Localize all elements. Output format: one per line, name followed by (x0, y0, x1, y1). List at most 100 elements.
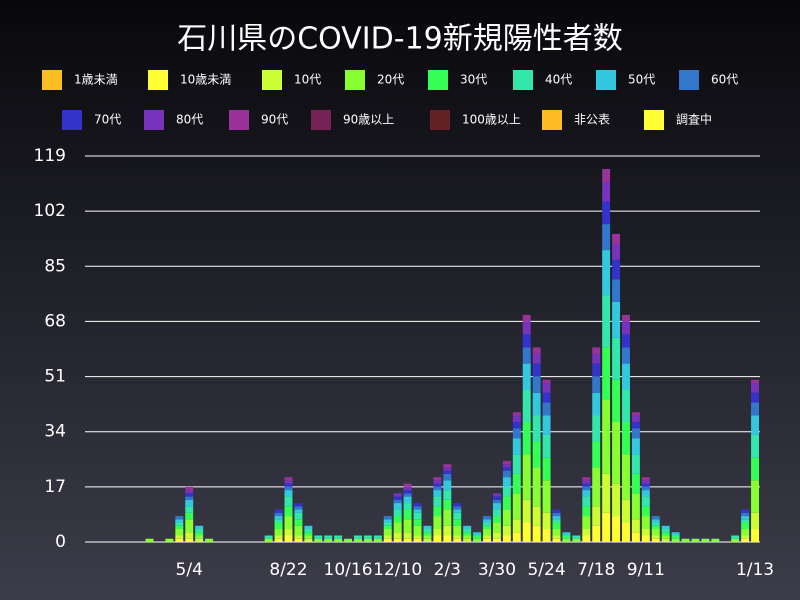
bar-segment (304, 535, 313, 539)
bar-segment (463, 532, 472, 536)
bar-segment (741, 522, 750, 530)
bar-segment (284, 483, 293, 487)
bar-segment (185, 512, 194, 520)
bar-segment (393, 503, 402, 510)
bar-segment (731, 538, 740, 542)
bar-segment (582, 483, 591, 487)
bar-segment (602, 295, 611, 348)
bar-segment (443, 473, 452, 481)
bar-segment (403, 519, 412, 533)
bar-segment (274, 535, 283, 539)
bar-segment (473, 538, 482, 542)
bar-segment (502, 467, 511, 471)
bar-segment (483, 538, 491, 542)
bar-segment (314, 535, 323, 539)
bar-segment (185, 538, 194, 542)
bar-segment (542, 434, 551, 458)
bar-segment (314, 538, 323, 542)
legend-label: 90代 (261, 113, 288, 127)
bar-segment (512, 493, 521, 520)
legend-swatch (42, 70, 62, 90)
bar-segment (274, 522, 283, 530)
bar-segment (185, 493, 194, 497)
legend-swatch (345, 70, 365, 90)
bar-segment (403, 503, 412, 510)
bar-segment (751, 402, 760, 416)
bar-segment (483, 522, 491, 526)
bar-segment (741, 535, 750, 539)
bar-segment (294, 519, 303, 526)
legend-swatch (311, 110, 331, 130)
bar-segment (612, 243, 621, 260)
bar-segment (741, 509, 750, 513)
bar-segment (641, 496, 650, 507)
bar-segment (502, 509, 511, 526)
bar-segment (195, 535, 204, 539)
bar-segment (582, 529, 591, 536)
bar-segment (512, 519, 521, 533)
bar-segment (403, 509, 412, 520)
bar-segment (602, 224, 611, 251)
bar-segment (284, 516, 293, 530)
bar-segment (403, 532, 412, 539)
legend-swatch (596, 70, 616, 90)
bar-segment (393, 532, 402, 539)
bar-segment (304, 538, 313, 542)
y-tick-label: 51 (44, 367, 66, 387)
bar-segment (592, 506, 601, 526)
y-tick-label: 0 (55, 532, 66, 552)
bar-segment (512, 438, 521, 455)
bar-segment (612, 421, 621, 484)
legend-label: 70代 (94, 113, 121, 127)
bar-segment (622, 363, 630, 390)
legend-label: 30代 (460, 73, 487, 87)
bar-segment (641, 480, 650, 484)
bar-segment (433, 490, 442, 497)
bar-segment (483, 516, 491, 520)
bar-segment (354, 535, 362, 539)
bar-segment (631, 519, 640, 533)
bar-segment (433, 480, 442, 484)
x-tick-label: 12/10 (373, 560, 422, 580)
bar-segment (612, 279, 621, 302)
bar-segment (453, 503, 462, 507)
bar-segment (413, 512, 422, 520)
bar-segment (324, 535, 333, 539)
bar-segment (631, 473, 640, 494)
bar-segment (651, 519, 660, 523)
bar-segment (552, 522, 561, 530)
legend-label: 40代 (545, 73, 572, 87)
bar-segment (532, 467, 541, 507)
bar-segment (612, 233, 621, 244)
bar-segment (512, 421, 521, 429)
x-tick-label: 8/22 (269, 560, 307, 580)
bar-segment (542, 402, 551, 416)
bar-segment (453, 509, 462, 513)
bar-segment (324, 538, 333, 542)
bar-segment (304, 532, 313, 536)
bar-segment (751, 379, 760, 384)
bar-segment (294, 509, 303, 513)
bar-segment (622, 347, 630, 364)
bar-segment (641, 529, 650, 536)
y-tick-label: 68 (44, 311, 66, 331)
bar-segment (552, 512, 561, 517)
legend-swatch (513, 70, 533, 90)
bar-segment (631, 438, 640, 455)
bar-segment (552, 509, 561, 513)
bar-segment (751, 529, 760, 542)
bar-segment (552, 529, 561, 536)
bar-segment (532, 392, 541, 416)
bar-segment (274, 519, 283, 523)
bar-segment (512, 532, 521, 542)
bar-segment (612, 337, 621, 380)
bar-segment (691, 538, 700, 542)
bar-segment (592, 467, 601, 507)
bar-segment (741, 519, 750, 523)
bar-segment (433, 496, 442, 507)
bar-segment (602, 201, 611, 225)
bar-segment (304, 525, 313, 530)
bar-segment (532, 415, 541, 442)
bar-segment (592, 441, 601, 468)
legend-swatch (644, 110, 664, 130)
